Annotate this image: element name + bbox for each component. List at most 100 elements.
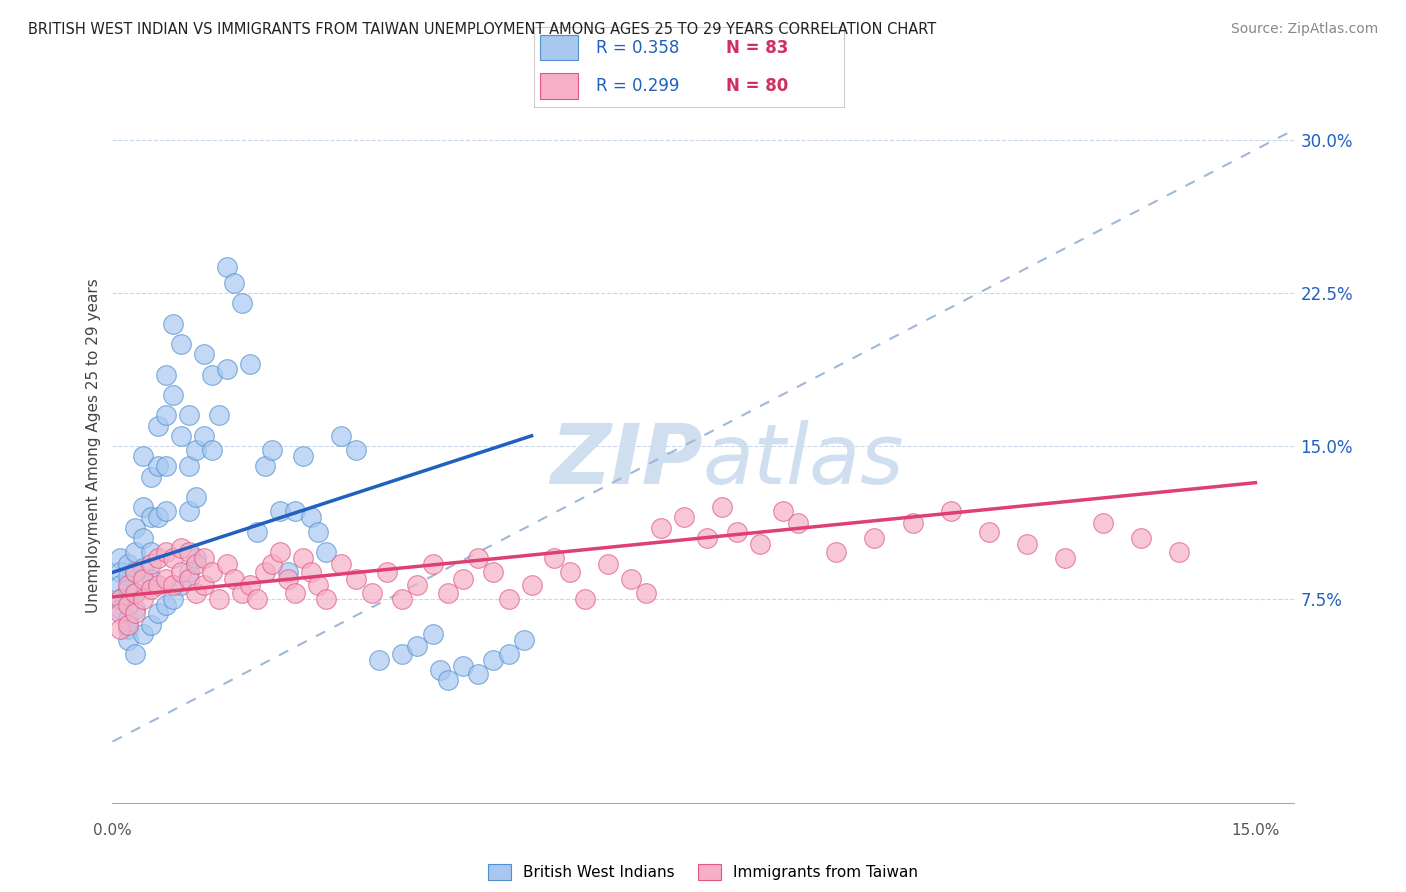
Point <box>124 647 146 661</box>
Point <box>231 586 253 600</box>
Point <box>139 510 162 524</box>
Point <box>186 586 208 600</box>
Point <box>117 558 139 572</box>
Point <box>155 598 177 612</box>
Point <box>315 591 337 606</box>
Point <box>108 577 131 591</box>
Point <box>193 347 215 361</box>
Point <box>124 566 146 580</box>
Point <box>177 504 200 518</box>
Point <box>148 551 170 566</box>
Point <box>132 500 155 515</box>
Point <box>749 537 772 551</box>
Point <box>132 531 155 545</box>
Point <box>291 449 314 463</box>
Point <box>132 449 155 463</box>
Point <box>108 591 131 606</box>
Point <box>596 558 619 572</box>
Point <box>177 566 200 580</box>
Point <box>901 516 924 531</box>
Point <box>186 551 208 566</box>
Point <box>155 504 177 518</box>
Point <box>422 558 444 572</box>
Point <box>108 602 131 616</box>
Point <box>215 260 238 274</box>
Point <box>177 572 200 586</box>
Point <box>330 558 353 572</box>
Point <box>391 647 413 661</box>
Point <box>307 524 329 539</box>
Point <box>124 566 146 580</box>
Point <box>162 388 184 402</box>
Point <box>117 598 139 612</box>
Text: R = 0.358: R = 0.358 <box>596 38 679 56</box>
Point <box>186 443 208 458</box>
Point <box>215 361 238 376</box>
Point <box>246 591 269 606</box>
Point <box>193 551 215 566</box>
Point <box>139 618 162 632</box>
Text: atlas: atlas <box>703 420 904 500</box>
Point <box>186 558 208 572</box>
Point <box>148 418 170 433</box>
Point <box>246 524 269 539</box>
Point <box>124 545 146 559</box>
Point <box>239 358 262 372</box>
Point <box>155 368 177 382</box>
Point <box>262 443 284 458</box>
Point <box>200 443 222 458</box>
Point <box>307 577 329 591</box>
Point <box>139 582 162 596</box>
Point <box>124 606 146 620</box>
Point <box>482 566 505 580</box>
Point <box>193 577 215 591</box>
Point <box>277 566 299 580</box>
Point <box>186 490 208 504</box>
Point <box>170 541 193 555</box>
Point <box>177 409 200 423</box>
Point <box>200 566 222 580</box>
Point <box>117 582 139 596</box>
Point <box>108 566 131 580</box>
Point <box>170 337 193 351</box>
Point <box>406 639 429 653</box>
Point <box>269 545 291 559</box>
Point <box>162 317 184 331</box>
Point <box>170 566 193 580</box>
Point <box>155 572 177 586</box>
Point <box>155 459 177 474</box>
Point <box>239 577 262 591</box>
Point <box>132 591 155 606</box>
Y-axis label: Unemployment Among Ages 25 to 29 years: Unemployment Among Ages 25 to 29 years <box>86 278 101 614</box>
Point <box>231 296 253 310</box>
Point <box>262 558 284 572</box>
Point <box>124 586 146 600</box>
Point <box>139 572 162 586</box>
Point <box>543 551 565 566</box>
Point <box>299 510 322 524</box>
Point <box>1092 516 1115 531</box>
Point <box>520 577 543 591</box>
Point <box>117 577 139 591</box>
Point <box>344 572 367 586</box>
Point <box>117 598 139 612</box>
Point <box>117 612 139 626</box>
Point <box>148 606 170 620</box>
Point <box>193 429 215 443</box>
Point <box>117 618 139 632</box>
Text: N = 80: N = 80 <box>725 78 789 95</box>
Point <box>1130 531 1153 545</box>
Point <box>513 632 536 647</box>
Point <box>117 632 139 647</box>
Point <box>711 500 734 515</box>
Point <box>451 572 474 586</box>
Point <box>224 572 246 586</box>
Point <box>132 626 155 640</box>
Point <box>467 551 489 566</box>
Text: 15.0%: 15.0% <box>1232 823 1279 838</box>
Point <box>368 653 391 667</box>
Point <box>269 504 291 518</box>
Point <box>170 429 193 443</box>
Point <box>406 577 429 591</box>
Point <box>436 586 458 600</box>
